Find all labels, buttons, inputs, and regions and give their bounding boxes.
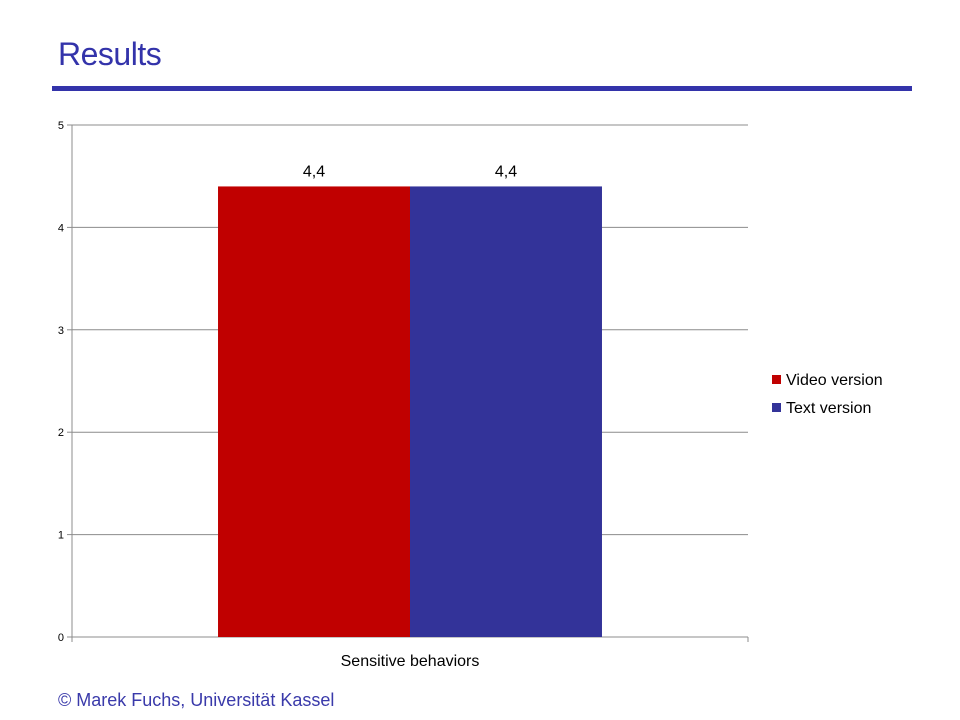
y-tick-label: 4 — [58, 222, 64, 234]
y-tick-label: 2 — [58, 427, 64, 439]
data-label: 4,4 — [303, 163, 325, 180]
slide-title: Results — [58, 36, 162, 72]
legend: Video version Text version — [772, 372, 883, 417]
legend-swatch — [772, 375, 781, 384]
legend-entry: Video version — [786, 372, 883, 389]
bars — [218, 186, 602, 637]
bar-text-version — [410, 186, 602, 637]
bar-video-version — [218, 186, 410, 637]
legend-entry: Text version — [786, 400, 871, 417]
footer-copyright: © Marek Fuchs, Universität Kassel — [58, 690, 335, 710]
y-tick-label: 3 — [58, 325, 64, 337]
data-label: 4,4 — [495, 163, 517, 180]
y-tick-label: 0 — [58, 632, 64, 644]
x-category-label: Sensitive behaviors — [341, 653, 480, 670]
y-tick-label: 5 — [58, 120, 64, 132]
y-tick-label: 1 — [58, 530, 64, 542]
legend-swatch — [772, 403, 781, 412]
title-divider — [52, 86, 912, 91]
data-labels: 4,4 4,4 — [303, 163, 517, 180]
